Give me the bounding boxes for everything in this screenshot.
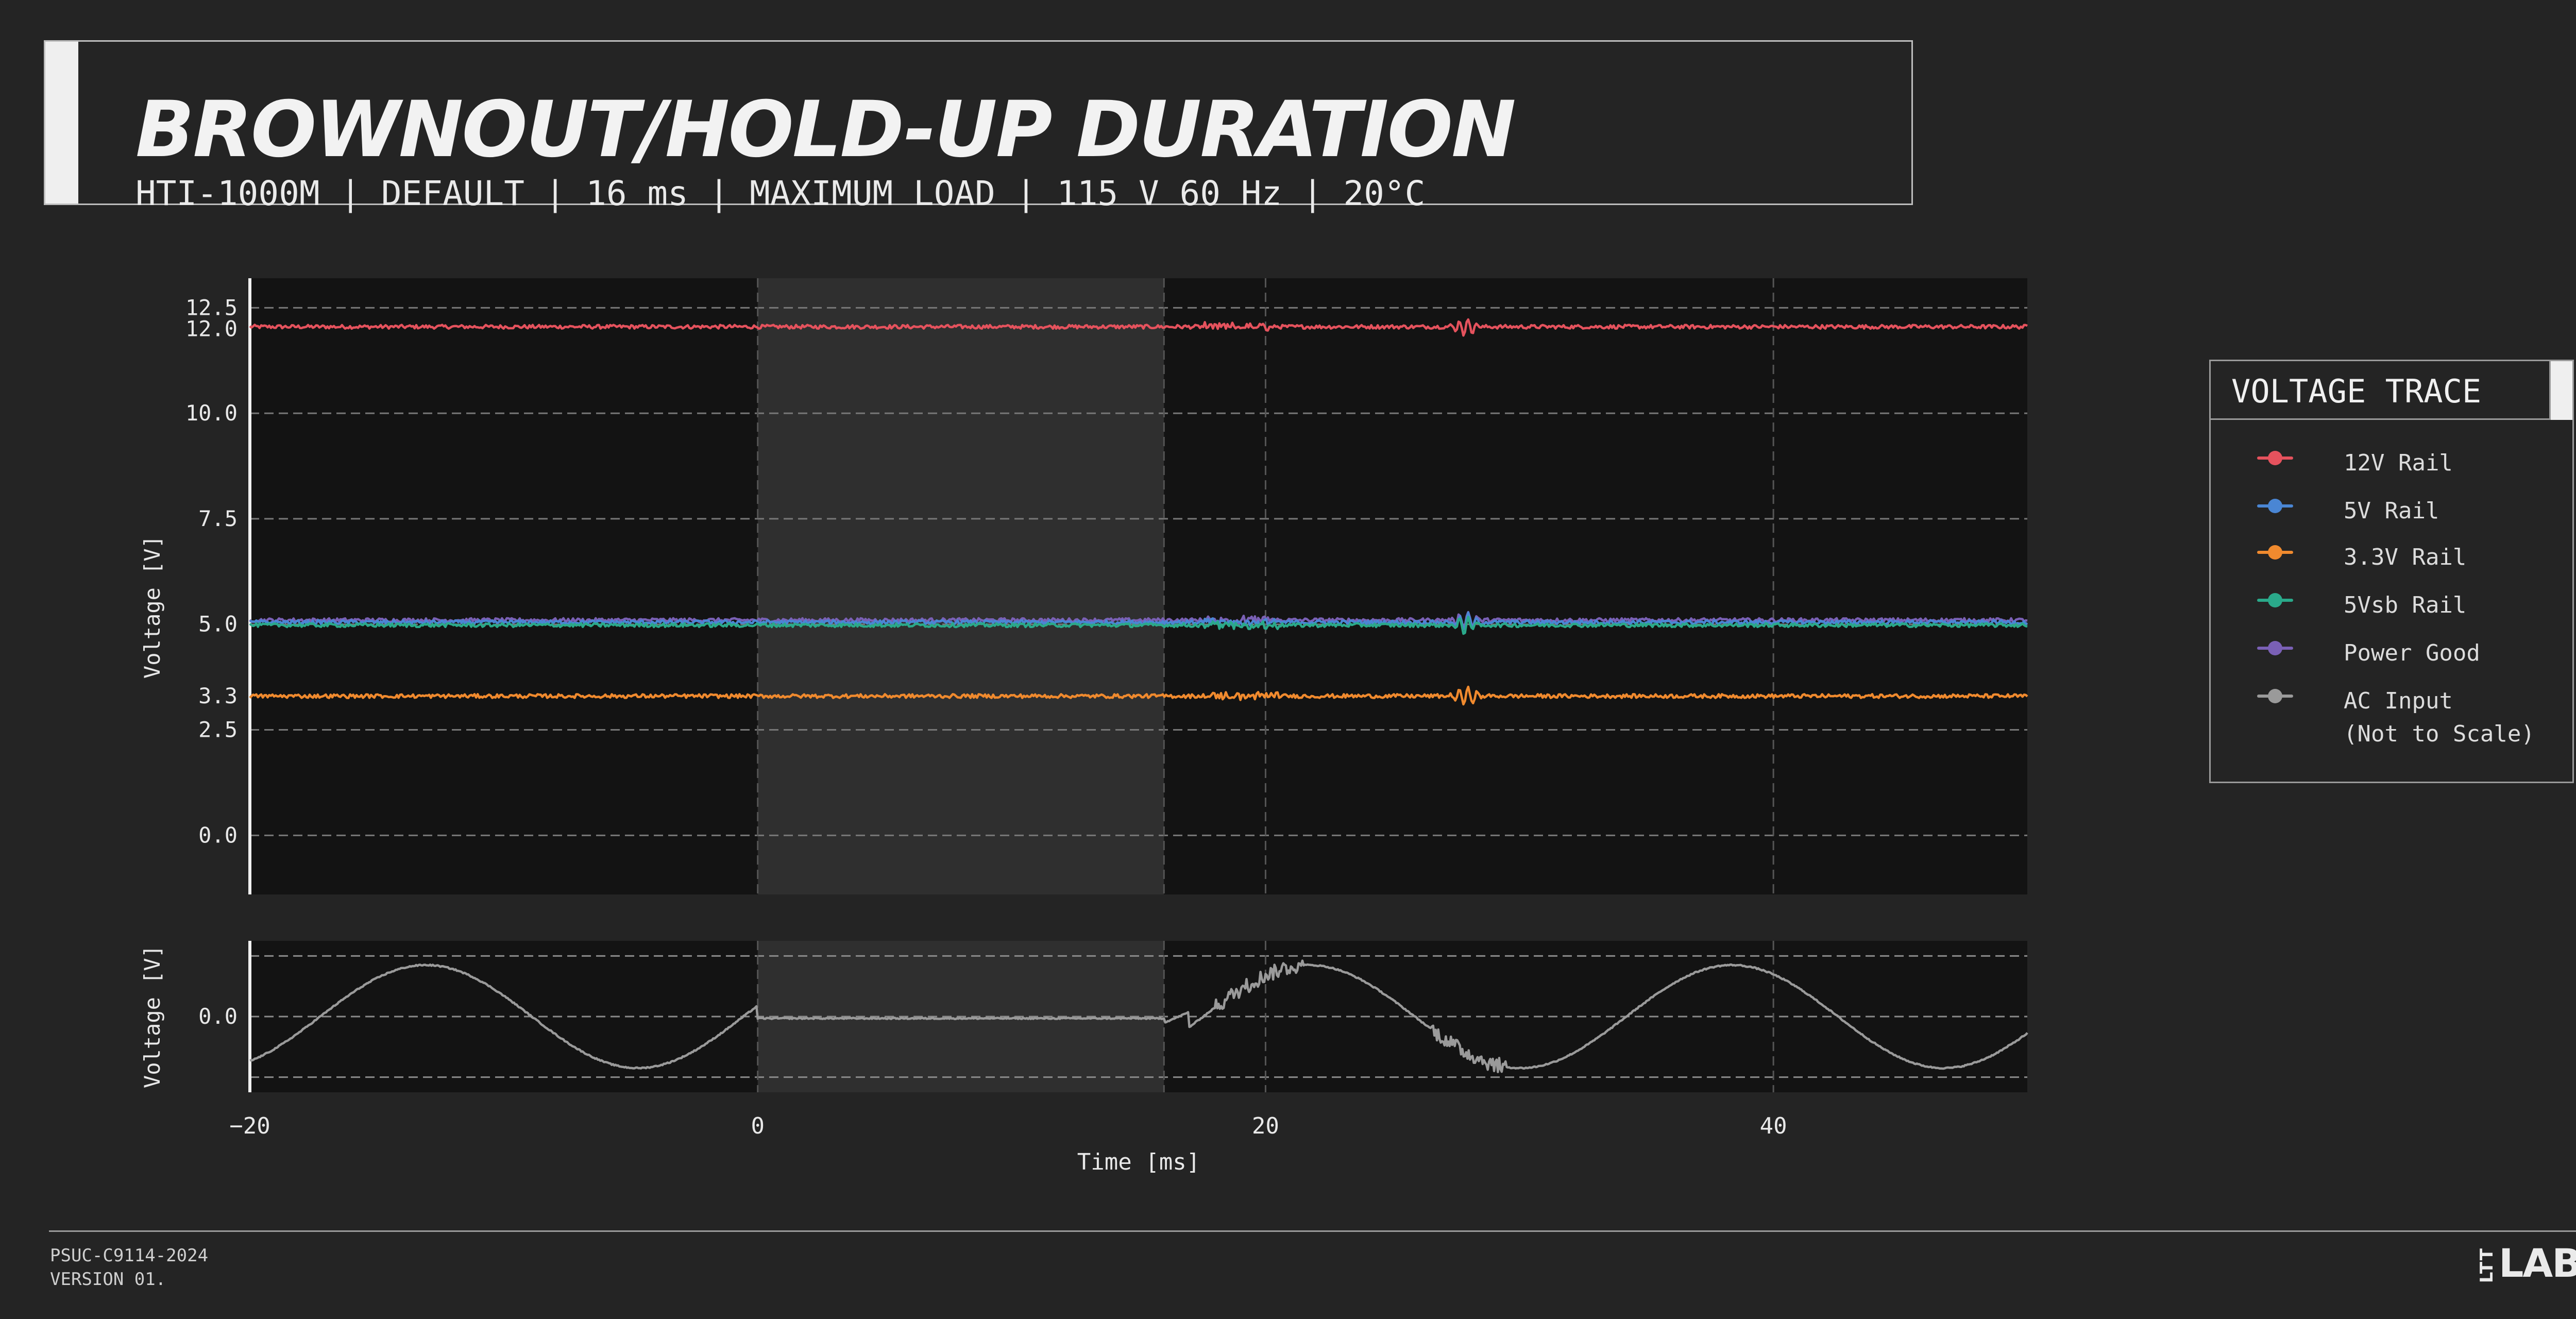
series-line-12v-rail (249, 318, 2028, 337)
legend-title: VOLTAGE TRACE (2231, 373, 2482, 410)
logo-ltt-text: LTT (2477, 1247, 2497, 1283)
x-axis-label: Time [ms] (1077, 1149, 1200, 1175)
legend: VOLTAGE TRACE 12V Rail 5V Rail 3.3V Rail… (2209, 360, 2574, 783)
ltt-labs-logo: LTT LABS (2477, 1240, 2576, 1286)
series-line-5vsb-rail (249, 616, 2028, 635)
series-line-5v-rail (249, 611, 2028, 631)
legend-label: AC Input (Not to Scale) (2344, 688, 2535, 747)
footer-version: VERSION 01. (50, 1269, 166, 1290)
legend-dot (2268, 593, 2282, 607)
page-title: BROWNOUT/HOLD-UP DURATION (135, 85, 1516, 175)
top-y-tick-label: 12.0 (185, 316, 238, 341)
x-tick-label: −20 (229, 1113, 270, 1139)
series-line-ac-input (249, 959, 2028, 1073)
bottom-y-axis-label: Voltage [V] (140, 945, 165, 1088)
footer-code: PSUC-C9114-2024 (50, 1245, 209, 1266)
legend-dot (2268, 689, 2282, 703)
legend-label: 12V Rail (2344, 450, 2453, 476)
title-accent-bar (45, 42, 78, 204)
x-tick-label: 20 (1252, 1113, 1279, 1139)
x-tick-label: 0 (751, 1113, 765, 1139)
legend-label: 3.3V Rail (2344, 544, 2467, 570)
bottom-y-tick-label: 0.0 (198, 1004, 238, 1029)
legend-dot (2268, 641, 2282, 655)
footer-divider (49, 1230, 2576, 1232)
top-y-tick-label: 2.5 (198, 717, 238, 742)
top-y-tick-label: 7.5 (198, 506, 238, 531)
title-panel: BROWNOUT/HOLD-UP DURATION HTI-1000M | DE… (44, 40, 1913, 211)
top-y-tick-label: 12.5 (185, 295, 238, 320)
page-subtitle: HTI-1000M | DEFAULT | 16 ms | MAXIMUM LO… (135, 174, 1426, 213)
legend-label: Power Good (2344, 640, 2480, 666)
x-tick-label: 40 (1760, 1113, 1787, 1139)
top-y-tick-label: 0.0 (198, 822, 238, 848)
legend-label: 5V Rail (2344, 498, 2439, 524)
legend-title-tab (2551, 361, 2572, 420)
legend-dot (2268, 499, 2282, 513)
series-line-3-3v-rail (249, 685, 2028, 706)
top-y-tick-label: 10.0 (185, 400, 238, 426)
top-y-tick-label: 5.0 (198, 612, 238, 637)
top-y-axis-label: Voltage [V] (140, 535, 165, 679)
legend-title-box: VOLTAGE TRACE (2211, 361, 2551, 420)
top-y-tick-label: 3.3 (198, 683, 238, 708)
legend-dot (2268, 451, 2282, 465)
legend-label: 5Vsb Rail (2344, 592, 2467, 618)
top-dropout-highlight (757, 278, 1164, 894)
logo-labs-text: LABS (2499, 1240, 2576, 1286)
legend-dot (2268, 545, 2282, 560)
